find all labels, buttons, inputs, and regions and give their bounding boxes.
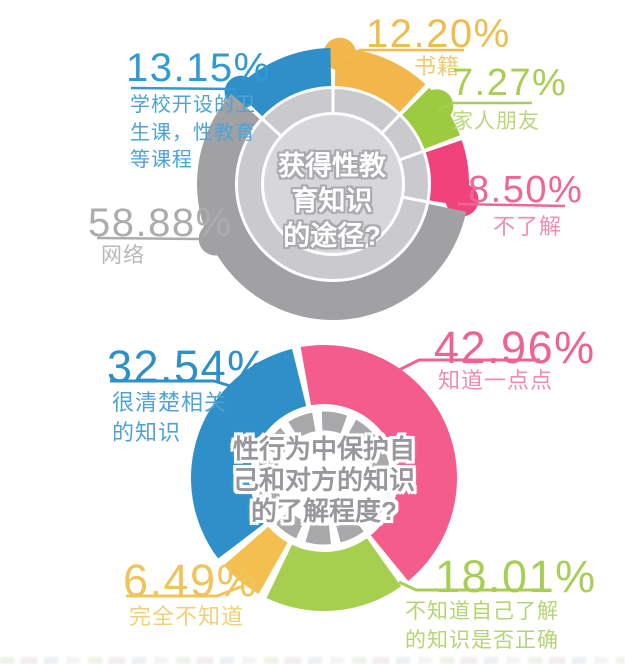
callout-none-percent: 6.49%: [123, 555, 259, 606]
donut-bottom-title: 性行为中保护自 己和对方的知识 的了解程度?: [232, 434, 415, 526]
callout-unknown-label: 不了解: [493, 214, 563, 239]
callout-books-label: 书籍: [414, 54, 461, 79]
cropped-text-strip: [0, 657, 625, 664]
callout-unsure-percent: 18.01%: [435, 551, 597, 602]
donut-bottom-knowledge: [191, 345, 457, 611]
callout-family-percent: 7.27%: [452, 62, 568, 104]
callout-family-label: 家人朋友: [452, 110, 540, 133]
callout-books-percent: 12.20%: [366, 12, 511, 56]
callout-unknown-percent: 8.50%: [468, 169, 584, 211]
callout-network-percent: 58.88%: [88, 201, 233, 245]
donut-top-title: 获得性教 育知识 的途径?: [278, 151, 386, 251]
callout-unsure-label: 不知道自己了解 的知识是否正确: [405, 600, 559, 652]
callout-none-label: 完全不知道: [129, 604, 245, 629]
callout-leader-lines: [96, 48, 566, 598]
callout-little-label: 知道一点点: [438, 368, 554, 393]
callout-little-percent: 42.96%: [434, 322, 596, 373]
callout-network-label: 网络: [101, 244, 145, 267]
callout-school-label: 学校开设的卫 生课，性教育 等课程: [130, 94, 256, 172]
callout-clear-percent: 32.54%: [107, 341, 269, 392]
callout-clear-label: 很清楚相关 的知识: [112, 390, 228, 446]
donut-top-sources: [196, 37, 479, 320]
callout-school-percent: 13.15%: [126, 46, 271, 90]
